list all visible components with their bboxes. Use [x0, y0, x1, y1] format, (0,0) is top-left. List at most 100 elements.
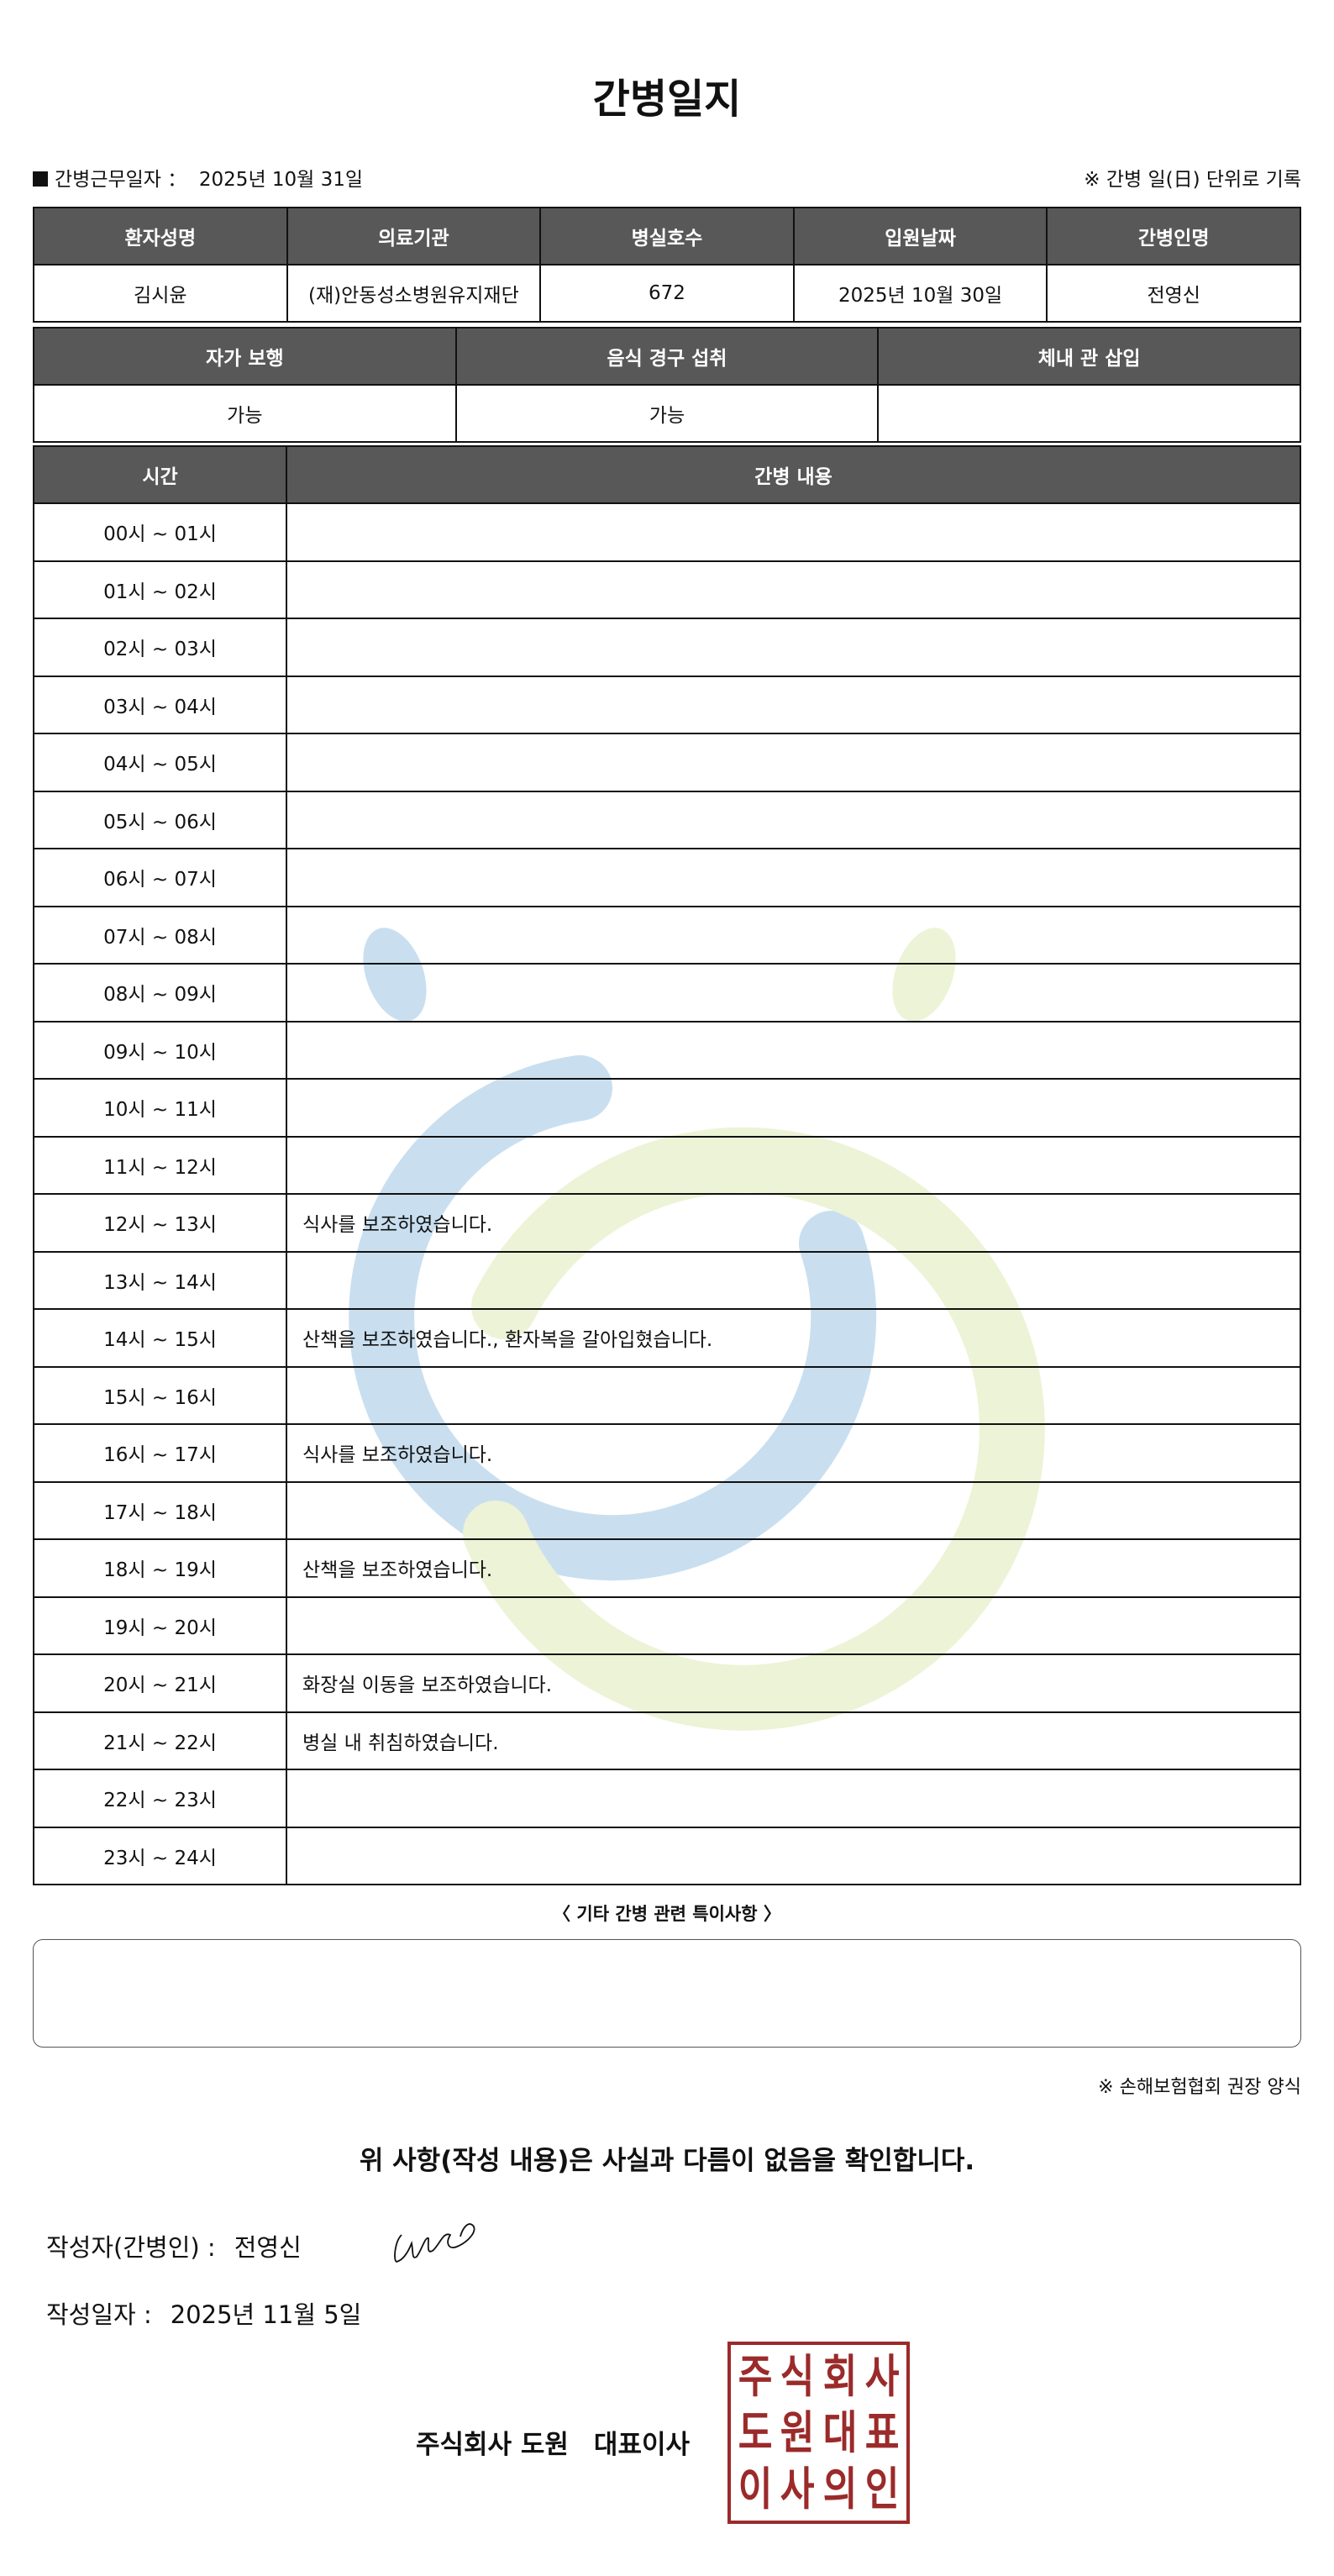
work-date: 간병근무일자 ： 2025년 10월 31일	[33, 163, 363, 192]
table-row: 03시 ~ 04시	[33, 675, 1301, 734]
care-content-cell	[286, 733, 1301, 792]
admission-date: 2025년 10월 30일	[792, 264, 1048, 323]
stamp-character: 사	[864, 2349, 900, 2403]
care-content-cell	[286, 905, 1301, 965]
time-cell: 16시 ~ 17시	[33, 1423, 287, 1483]
table-row: 17시 ~ 18시	[33, 1480, 1301, 1540]
stamp-character: 회	[822, 2349, 857, 2403]
table-row: 11시 ~ 12시	[33, 1135, 1301, 1195]
table-row: 05시 ~ 06시	[33, 790, 1301, 849]
stamp-character: 이	[738, 2462, 773, 2516]
company-signoff: 주식회사 도원 대표이사	[416, 2423, 690, 2461]
time-cell: 06시 ~ 07시	[33, 848, 287, 907]
patient-info-table: 환자성명 의료기관 병실호수 입원날짜 간병인명 김시윤 (재)안동성소병원유지…	[33, 207, 1301, 323]
time-cell: 05시 ~ 06시	[33, 790, 287, 849]
patient-status-table: 자가 보행 음식 경구 섭취 체내 관 삽입 가능 가능	[33, 327, 1301, 443]
care-content-cell: 산책을 보조하였습니다.	[286, 1538, 1301, 1598]
table-row: 12시 ~ 13시 식사를 보조하였습니다.	[33, 1193, 1301, 1253]
table-row: 10시 ~ 11시	[33, 1078, 1301, 1138]
header-care-content: 간병 내용	[286, 445, 1301, 504]
table-row: 21시 ~ 22시 병실 내 취침하였습니다.	[33, 1711, 1301, 1770]
table-row: 07시 ~ 08시	[33, 905, 1301, 965]
care-content-cell: 병실 내 취침하였습니다.	[286, 1711, 1301, 1770]
time-cell: 04시 ~ 05시	[33, 733, 287, 792]
table-row: 22시 ~ 23시	[33, 1769, 1301, 1828]
time-cell: 20시 ~ 21시	[33, 1653, 287, 1713]
time-cell: 11시 ~ 12시	[33, 1135, 287, 1195]
signature	[394, 2223, 475, 2263]
stamp-character: 원	[780, 2405, 815, 2459]
table-row: 08시 ~ 09시	[33, 963, 1301, 1023]
care-content-cell	[286, 1365, 1301, 1425]
time-cell: 08시 ~ 09시	[33, 963, 287, 1023]
hospital: (재)안동성소병원유지재단	[286, 264, 542, 323]
time-cell: 02시 ~ 03시	[33, 618, 287, 677]
care-content-cell	[286, 675, 1301, 734]
time-cell: 14시 ~ 15시	[33, 1308, 287, 1368]
header-walking: 자가 보행	[33, 327, 457, 386]
header-hospital: 의료기관	[286, 207, 542, 265]
time-cell: 00시 ~ 01시	[33, 502, 287, 562]
time-cell: 18시 ~ 19시	[33, 1538, 287, 1598]
care-content-cell	[286, 1480, 1301, 1540]
notes-label: 〈 기타 간병 관련 특이사항 〉	[553, 1904, 781, 1924]
care-content-cell	[286, 502, 1301, 562]
care-content-cell: 산책을 보조하였습니다., 환자복을 갈아입혔습니다.	[286, 1308, 1301, 1368]
written-date-line: 작성일자 : 2025년 11월 5일	[46, 2295, 361, 2331]
table-row: 13시 ~ 14시	[33, 1250, 1301, 1310]
time-cell: 03시 ~ 04시	[33, 675, 287, 734]
care-log-table: 시간 간병 내용 00시 ~ 01시 01시 ~ 02시 02시 ~ 03시 03시 …	[33, 445, 1301, 1885]
table-row: 09시 ~ 10시	[33, 1020, 1301, 1080]
stamp-character: 표	[864, 2405, 900, 2459]
time-cell: 12시 ~ 13시	[33, 1193, 287, 1253]
time-cell: 09시 ~ 10시	[33, 1020, 287, 1080]
table-row: 00시 ~ 01시	[33, 502, 1301, 562]
stamp-character: 인	[864, 2462, 900, 2516]
table-row: 18시 ~ 19시 산책을 보조하였습니다.	[33, 1538, 1301, 1598]
time-cell: 10시 ~ 11시	[33, 1078, 287, 1138]
table-row: 01시 ~ 02시	[33, 560, 1301, 619]
time-cell: 22시 ~ 23시	[33, 1769, 287, 1828]
table-row: 14시 ~ 15시 산책을 보조하였습니다., 환자복을 갈아입혔습니다.	[33, 1308, 1301, 1368]
stamp-character: 도	[738, 2405, 773, 2459]
header-time: 시간	[33, 445, 287, 504]
representative-title: 대표이사	[593, 2430, 691, 2460]
time-cell: 19시 ~ 20시	[33, 1596, 287, 1655]
form-note: ※ 손해보험협회 권장 양식	[1098, 2077, 1301, 2098]
table-row: 23시 ~ 24시	[33, 1826, 1301, 1885]
care-content-cell	[286, 1596, 1301, 1655]
confirm-statement: 위 사항(작성 내용)은 사실과 다름이 없음을 확인합니다.	[359, 2146, 975, 2176]
patient-name: 김시윤	[33, 264, 288, 323]
written-date-label: 작성일자 :	[46, 2300, 152, 2329]
care-content-cell	[286, 963, 1301, 1023]
care-content-cell	[286, 1769, 1301, 1828]
time-cell: 07시 ~ 08시	[33, 905, 287, 965]
table-row: 15시 ~ 16시	[33, 1365, 1301, 1425]
care-content-cell	[286, 1020, 1301, 1080]
unit-note: ※ 간병 일(日) 단위로 기록	[1084, 169, 1301, 191]
time-cell: 13시 ~ 14시	[33, 1250, 287, 1310]
table-row: 04시 ~ 05시	[33, 733, 1301, 792]
written-date-value: 2025년 11월 5일	[170, 2300, 362, 2329]
care-content-cell	[286, 618, 1301, 677]
care-content-cell	[286, 1826, 1301, 1885]
care-content-cell	[286, 560, 1301, 619]
work-date-value: 2025년 10월 31일	[198, 169, 364, 191]
page-title: 간병일지	[592, 76, 742, 123]
notes-box	[33, 1939, 1301, 2048]
care-content-cell	[286, 848, 1301, 907]
header-room: 병실호수	[539, 207, 795, 265]
care-content-cell: 식사를 보조하였습니다.	[286, 1423, 1301, 1483]
stamp-character: 대	[822, 2405, 857, 2459]
table-row: 19시 ~ 20시	[33, 1596, 1301, 1655]
time-cell: 01시 ~ 02시	[33, 560, 287, 619]
walking-value: 가능	[33, 384, 457, 443]
stamp-character: 식	[780, 2349, 815, 2403]
table-row: 06시 ~ 07시	[33, 848, 1301, 907]
writer-label: 작성자(간병인) :	[46, 2233, 216, 2262]
header-tube: 체내 관 삽입	[877, 327, 1301, 386]
care-content-cell: 식사를 보조하였습니다.	[286, 1193, 1301, 1253]
header-oral-intake: 음식 경구 섭취	[454, 327, 880, 386]
table-row: 02시 ~ 03시	[33, 618, 1301, 677]
room-number: 672	[539, 264, 795, 323]
